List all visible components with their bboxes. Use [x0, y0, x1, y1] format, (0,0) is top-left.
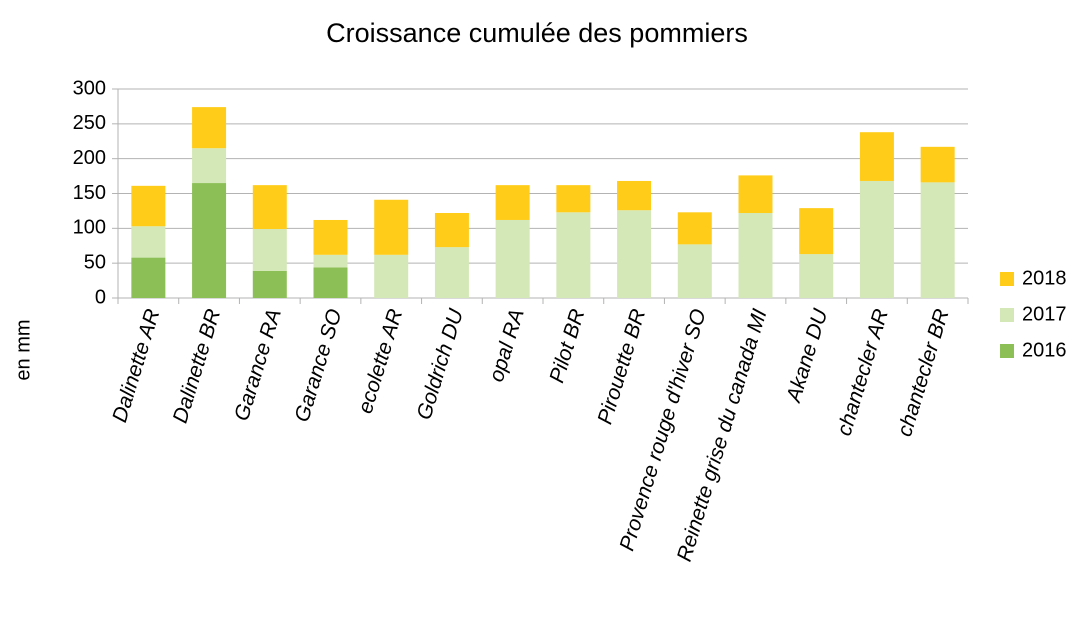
x-tick-label: Dalinette BR	[169, 306, 225, 425]
bar-segment	[799, 208, 834, 255]
bar-segment	[617, 210, 652, 298]
y-tick-label: 0	[95, 286, 106, 308]
bar-segment	[131, 226, 166, 258]
bar-segment	[192, 183, 227, 298]
legend-label: 2016	[1022, 339, 1067, 361]
bar-segment	[556, 185, 591, 213]
y-tick-label: 100	[73, 217, 106, 239]
y-tick-label: 300	[73, 77, 106, 99]
legend-label: 2018	[1022, 267, 1067, 289]
y-tick-label: 200	[73, 147, 106, 169]
bar-segment	[859, 180, 894, 298]
bar-segment	[617, 180, 652, 211]
bar-segment	[495, 185, 530, 220]
bar-segment	[313, 219, 348, 255]
bar-segment	[677, 244, 712, 298]
legend-label: 2017	[1022, 303, 1067, 325]
x-tick-label: Garance RA	[230, 306, 286, 423]
y-tick-label: 250	[73, 112, 106, 134]
x-tick-label: Dalinette AR	[108, 306, 164, 425]
bar-segment	[677, 212, 712, 245]
bar-segment	[313, 254, 348, 268]
y-tick-label: 150	[73, 182, 106, 204]
x-tick-label: chantecler AR	[833, 306, 893, 438]
x-tick-label: Pirouette BR	[593, 306, 650, 427]
bar-segment	[799, 254, 834, 298]
bar-segment	[313, 267, 348, 298]
bar-segment	[252, 270, 287, 298]
bar-segment	[252, 229, 287, 271]
x-tick-label: Goldrich DU	[413, 306, 469, 423]
bar-segment	[556, 212, 591, 298]
bar-segment	[920, 182, 955, 298]
x-tick-label: Garance SO	[290, 306, 346, 424]
bar-segment	[131, 185, 166, 227]
y-axis-label: en mm	[12, 319, 34, 380]
bar-segment	[434, 247, 469, 298]
bar-segment	[859, 132, 894, 181]
x-tick-label: Pilot BR	[545, 306, 589, 385]
bar-segment	[920, 146, 955, 183]
bar-segment	[374, 199, 409, 255]
bar-segment	[434, 213, 469, 248]
bar-segment	[374, 254, 409, 298]
x-tick-label: opal RA	[485, 306, 529, 384]
bar-segment	[495, 219, 530, 298]
bar-segment	[738, 213, 773, 298]
legend-swatch	[1000, 272, 1014, 286]
x-tick-label: Akane DU	[782, 306, 833, 407]
bar-segment	[192, 148, 227, 184]
bar-segment	[192, 107, 227, 149]
legend-swatch	[1000, 344, 1014, 358]
bar-segment	[252, 185, 287, 230]
chart-title: Croissance cumulée des pommiers	[326, 18, 748, 48]
x-tick-label: ecolette AR	[354, 306, 408, 416]
y-tick-label: 50	[84, 251, 106, 273]
x-tick-label: chantecler BR	[893, 306, 954, 439]
legend-swatch	[1000, 308, 1014, 322]
bar-segment	[131, 257, 166, 298]
bar-segment	[738, 175, 773, 214]
